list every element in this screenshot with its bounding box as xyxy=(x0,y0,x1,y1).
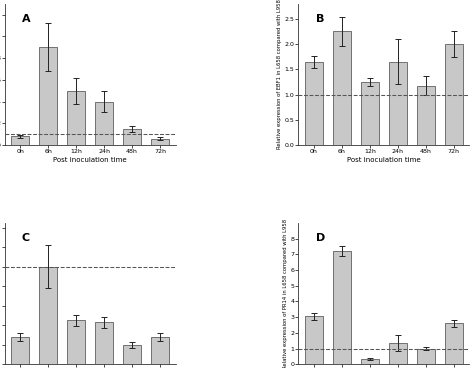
Bar xyxy=(333,31,351,145)
Bar xyxy=(361,359,379,364)
Bar xyxy=(39,267,57,364)
Bar xyxy=(151,139,169,145)
Text: A: A xyxy=(22,14,30,24)
Bar xyxy=(11,137,29,145)
Text: B: B xyxy=(316,14,324,24)
Bar xyxy=(67,321,85,364)
Bar xyxy=(11,337,29,364)
Bar xyxy=(417,348,435,364)
Bar xyxy=(445,44,463,145)
Y-axis label: Relative expression of EBF1 in L658 compared with L958: Relative expression of EBF1 in L658 comp… xyxy=(277,0,282,149)
Bar xyxy=(151,337,169,364)
Bar xyxy=(95,102,113,145)
Text: C: C xyxy=(22,233,30,243)
X-axis label: Post inoculation time: Post inoculation time xyxy=(347,157,421,163)
Y-axis label: Relative expression of PR14 in L658 compared with L958: Relative expression of PR14 in L658 comp… xyxy=(283,219,288,368)
Bar xyxy=(67,91,85,145)
Bar xyxy=(417,85,435,145)
Bar xyxy=(123,345,141,364)
Bar xyxy=(305,316,323,364)
Bar xyxy=(305,62,323,145)
Bar xyxy=(39,47,57,145)
Bar xyxy=(389,62,407,145)
Bar xyxy=(95,322,113,364)
Bar xyxy=(445,323,463,364)
Text: D: D xyxy=(316,233,325,243)
Bar xyxy=(361,82,379,145)
Bar xyxy=(333,251,351,364)
Bar xyxy=(123,129,141,145)
Bar xyxy=(389,343,407,364)
X-axis label: Post inoculation time: Post inoculation time xyxy=(53,157,127,163)
